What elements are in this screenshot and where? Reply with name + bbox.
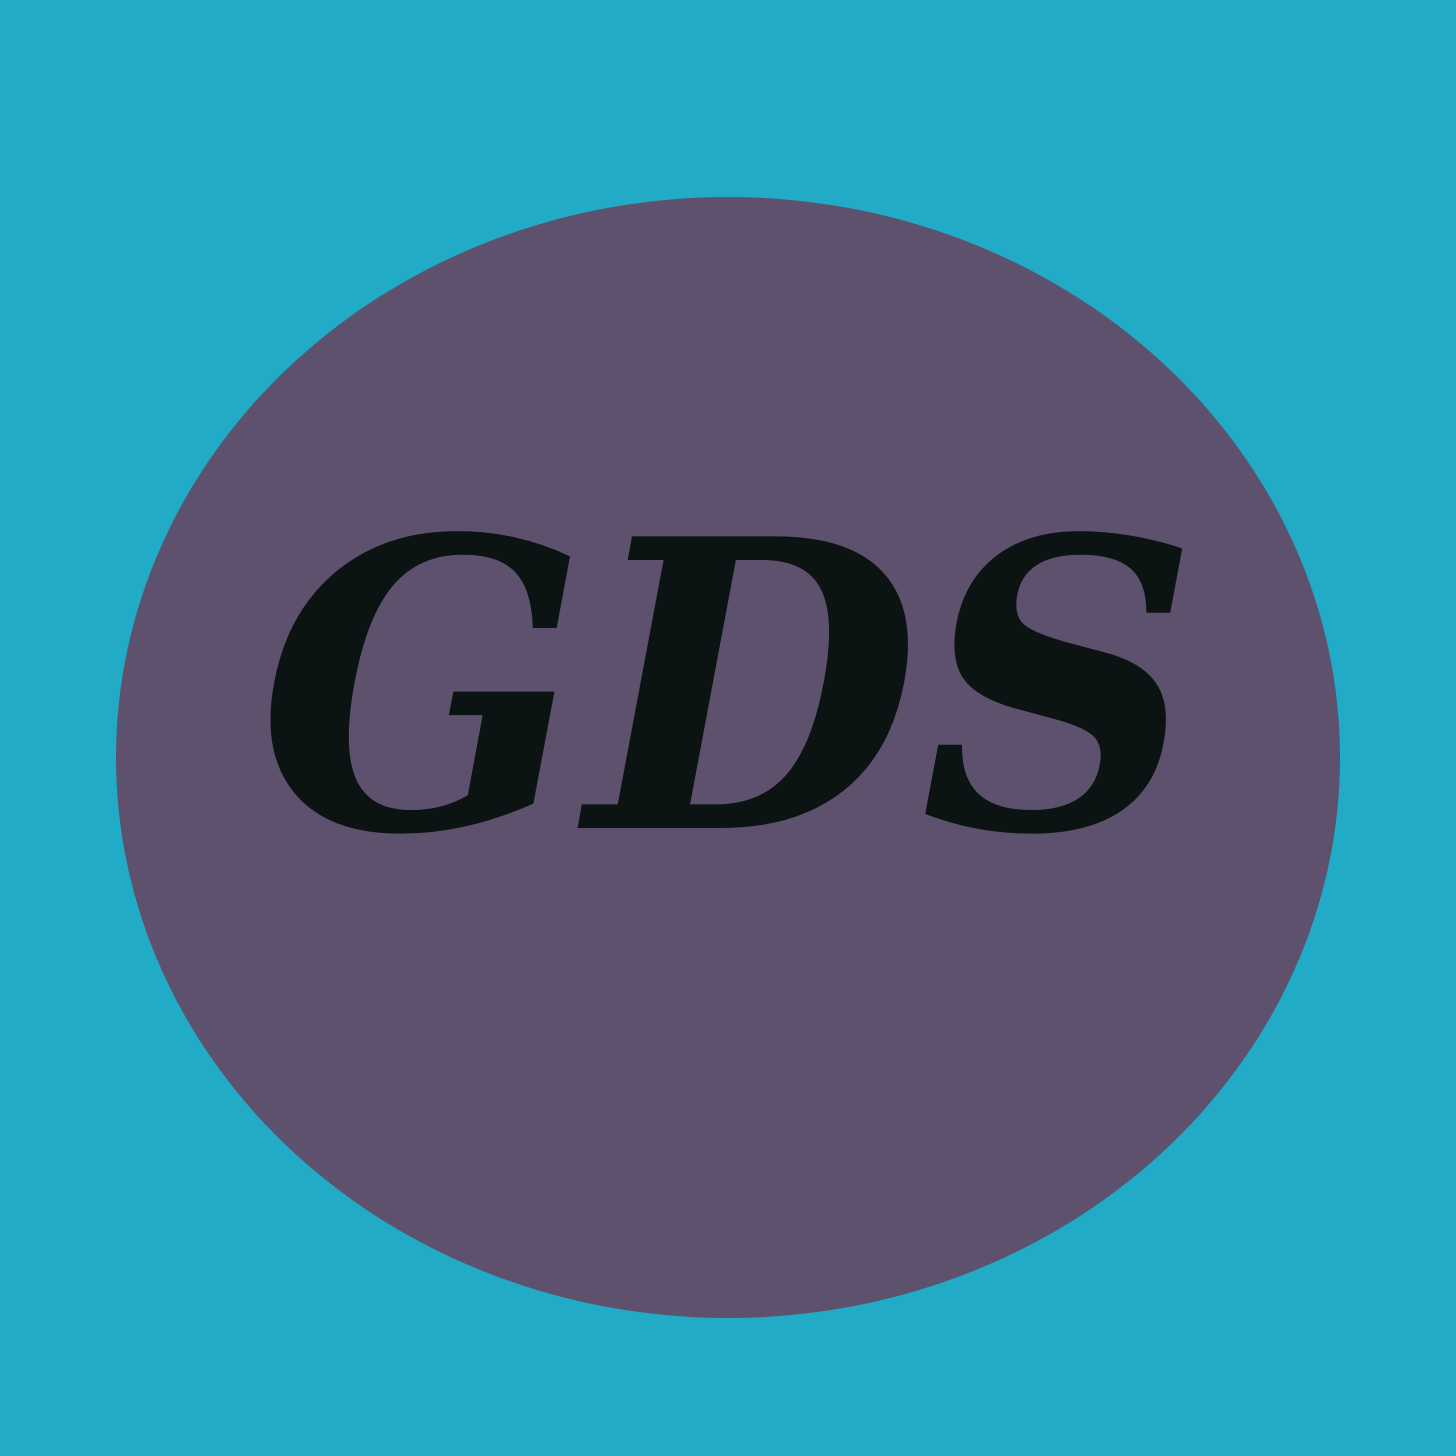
logo-monogram: GDS [258,453,1198,923]
logo-oval-badge [116,197,1340,1318]
